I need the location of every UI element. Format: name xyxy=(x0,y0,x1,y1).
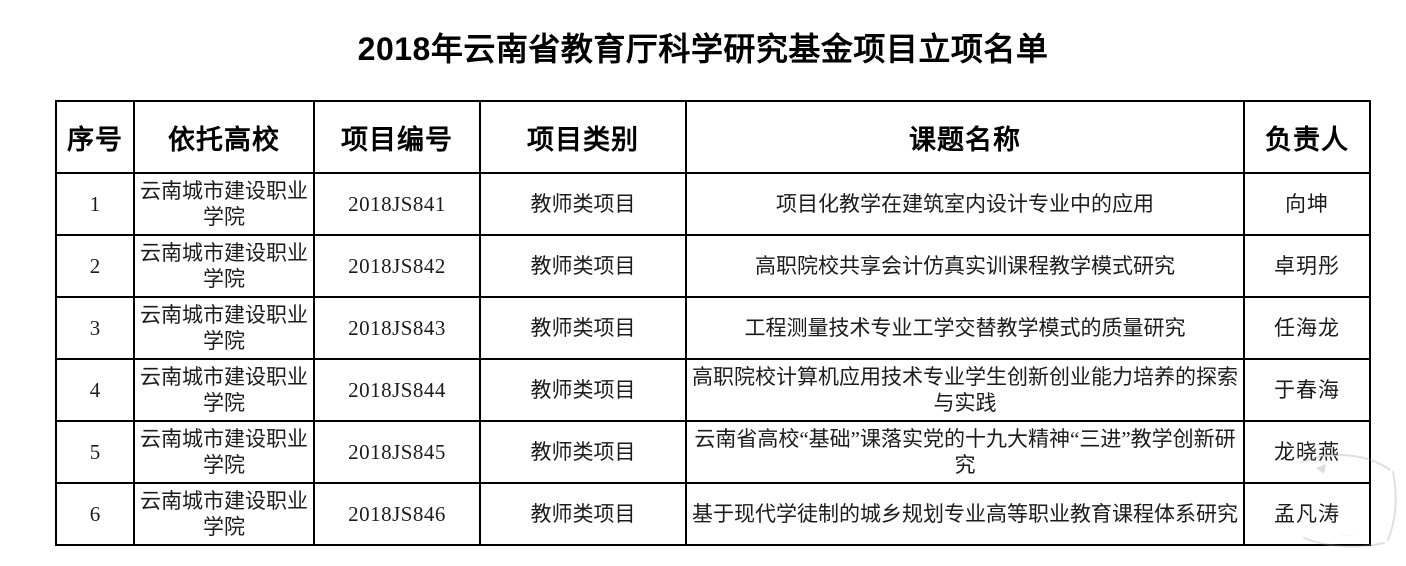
cell-type: 教师类项目 xyxy=(479,234,687,298)
cell-leader: 孟凡涛 xyxy=(1243,482,1371,546)
table-body: 1 云南城市建设职业学院 2018JS841 教师类项目 项目化教学在建筑室内设… xyxy=(55,172,1371,546)
cell-school: 云南城市建设职业学院 xyxy=(133,172,315,236)
column-header-leader: 负责人 xyxy=(1243,100,1371,174)
column-header-school: 依托高校 xyxy=(133,100,315,174)
cell-title: 基于现代学徒制的城乡规划专业高等职业教育课程体系研究 xyxy=(685,482,1245,546)
cell-type: 教师类项目 xyxy=(479,172,687,236)
table-row: 2 云南城市建设职业学院 2018JS842 教师类项目 高职院校共享会计仿真实… xyxy=(55,234,1371,298)
cell-index: 3 xyxy=(55,296,135,360)
table-header-row: 序号 依托高校 项目编号 项目类别 课题名称 负责人 xyxy=(55,100,1371,174)
table-header: 序号 依托高校 项目编号 项目类别 课题名称 负责人 xyxy=(55,100,1371,174)
project-listing-table: 序号 依托高校 项目编号 项目类别 课题名称 负责人 1 云南城市建设职业学院 … xyxy=(55,100,1371,546)
cell-title: 项目化教学在建筑室内设计专业中的应用 xyxy=(685,172,1245,236)
cell-leader: 向坤 xyxy=(1243,172,1371,236)
cell-leader: 卓玥彤 xyxy=(1243,234,1371,298)
cell-type: 教师类项目 xyxy=(479,482,687,546)
table-row: 1 云南城市建设职业学院 2018JS841 教师类项目 项目化教学在建筑室内设… xyxy=(55,172,1371,236)
cell-title-text: 工程测量技术专业工学交替教学模式的质量研究 xyxy=(744,315,1186,340)
cell-school: 云南城市建设职业学院 xyxy=(133,482,315,546)
cell-code: 2018JS845 xyxy=(313,420,481,484)
cell-school: 云南城市建设职业学院 xyxy=(133,358,315,422)
table-row: 3 云南城市建设职业学院 2018JS843 教师类项目 工程测量技术专业工学交… xyxy=(55,296,1371,360)
cell-type: 教师类项目 xyxy=(479,296,687,360)
table-row: 4 云南城市建设职业学院 2018JS844 教师类项目 高职院校计算机应用技术… xyxy=(55,358,1371,422)
cell-index: 1 xyxy=(55,172,135,236)
cell-school: 云南城市建设职业学院 xyxy=(133,234,315,298)
column-header-type: 项目类别 xyxy=(479,100,687,174)
cell-code: 2018JS842 xyxy=(313,234,481,298)
cell-title-text: 项目化教学在建筑室内设计专业中的应用 xyxy=(776,191,1154,216)
cell-title-text: 高职院校计算机应用技术专业学生创新创业能力培养的探索与实践 xyxy=(692,364,1238,415)
column-header-index: 序号 xyxy=(55,100,135,174)
cell-title: 高职院校共享会计仿真实训课程教学模式研究 xyxy=(685,234,1245,298)
cell-index: 4 xyxy=(55,358,135,422)
table-row: 6 云南城市建设职业学院 2018JS846 教师类项目 基于现代学徒制的城乡规… xyxy=(55,482,1371,546)
column-header-code: 项目编号 xyxy=(313,100,481,174)
cell-school: 云南城市建设职业学院 xyxy=(133,296,315,360)
table-row: 5 云南城市建设职业学院 2018JS845 教师类项目 云南省高校“基础”课落… xyxy=(55,420,1371,484)
cell-code: 2018JS843 xyxy=(313,296,481,360)
page-title: 2018年云南省教育厅科学研究基金项目立项名单 xyxy=(357,31,1049,67)
cell-title-text: 基于现代学徒制的城乡规划专业高等职业教育课程体系研究 xyxy=(692,501,1238,526)
cell-leader: 任海龙 xyxy=(1243,296,1371,360)
cell-leader: 于春海 xyxy=(1243,358,1371,422)
cell-title: 高职院校计算机应用技术专业学生创新创业能力培养的探索与实践 xyxy=(685,358,1245,422)
cell-title: 云南省高校“基础”课落实党的十九大精神“三进”教学创新研究 xyxy=(685,420,1245,484)
cell-type: 教师类项目 xyxy=(479,420,687,484)
cell-school: 云南城市建设职业学院 xyxy=(133,420,315,484)
cell-index: 6 xyxy=(55,482,135,546)
cell-code: 2018JS844 xyxy=(313,358,481,422)
project-listing-table-container: 序号 依托高校 项目编号 项目类别 课题名称 负责人 1 云南城市建设职业学院 … xyxy=(55,100,1371,546)
cell-title-text: 云南省高校“基础”课落实党的十九大精神“三进”教学创新研究 xyxy=(694,426,1236,477)
cell-title-text: 高职院校共享会计仿真实训课程教学模式研究 xyxy=(755,253,1175,278)
cell-index: 2 xyxy=(55,234,135,298)
cell-leader: 龙晓燕 xyxy=(1243,420,1371,484)
cell-title: 工程测量技术专业工学交替教学模式的质量研究 xyxy=(685,296,1245,360)
cell-code: 2018JS846 xyxy=(313,482,481,546)
cell-code: 2018JS841 xyxy=(313,172,481,236)
column-header-title: 课题名称 xyxy=(685,100,1245,174)
cell-index: 5 xyxy=(55,420,135,484)
cell-type: 教师类项目 xyxy=(479,358,687,422)
